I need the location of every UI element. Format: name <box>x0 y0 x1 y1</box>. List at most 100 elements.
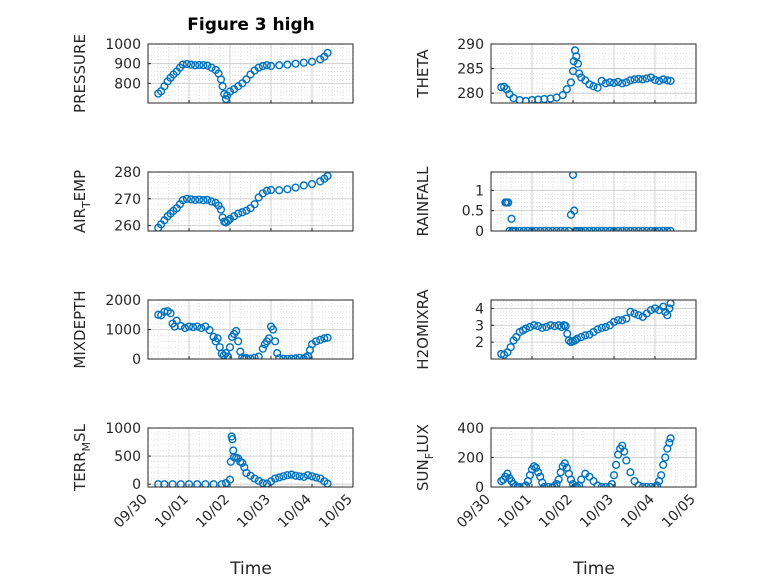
data-point <box>666 434 675 443</box>
data-point <box>572 334 582 343</box>
data-point <box>550 482 559 487</box>
series-markers <box>497 46 675 103</box>
data-point <box>605 226 614 231</box>
y-tick-label: 1000 <box>105 421 141 437</box>
data-point <box>172 316 181 325</box>
panel-terr-msl: 0 500 1000 TERRMSL 09/30 10/01 10/02 10/03 10/04… <box>71 421 356 531</box>
data-point <box>630 75 639 84</box>
data-point <box>515 226 524 231</box>
figure-title: Figure 3 high <box>187 15 315 35</box>
data-point <box>268 325 278 334</box>
data-point <box>507 214 516 223</box>
data-point <box>562 85 571 94</box>
data-point <box>205 325 214 335</box>
panel-air-temp: 260 270 280 AIRTEMP <box>71 165 354 235</box>
x-axis-label-right: Time <box>572 559 615 579</box>
data-point <box>589 327 598 337</box>
x-tick-label: 10/01 <box>495 492 535 532</box>
data-point <box>238 458 247 467</box>
data-point <box>207 63 216 72</box>
data-point <box>287 470 296 479</box>
data-point <box>228 435 237 444</box>
series-markers <box>154 307 332 359</box>
data-point <box>646 306 656 315</box>
data-point <box>279 472 288 481</box>
panel-rainfall: 0 0.5 1 RAINFALL <box>414 166 697 240</box>
data-point <box>556 226 565 231</box>
data-point <box>652 481 662 487</box>
y-axis-label: MIXDEPTH <box>71 290 89 368</box>
data-point <box>283 185 292 194</box>
y-tick-label: 290 <box>457 37 484 53</box>
data-point <box>646 226 655 231</box>
data-point <box>570 46 580 55</box>
data-point <box>203 61 212 70</box>
data-point <box>182 194 192 203</box>
data-point <box>663 76 672 85</box>
data-point <box>560 459 569 468</box>
data-point <box>666 76 675 85</box>
data-point <box>250 474 259 483</box>
data-point <box>221 94 230 103</box>
y-tick-label: 200 <box>457 451 484 467</box>
data-point <box>275 186 284 195</box>
data-point <box>271 474 280 483</box>
data-point <box>312 473 321 482</box>
data-point <box>195 60 204 70</box>
y-tick-label: 2 <box>475 335 484 351</box>
y-tick-label: 1 <box>475 183 484 199</box>
data-point <box>323 479 332 487</box>
data-point <box>258 478 267 487</box>
data-point <box>659 226 668 231</box>
y-tick-label: 900 <box>114 57 141 73</box>
y-tick-label: 260 <box>114 219 141 235</box>
data-point <box>601 322 610 332</box>
data-point <box>593 481 602 487</box>
data-point <box>548 226 557 231</box>
data-point <box>503 469 512 478</box>
data-point <box>613 316 623 325</box>
panel-pressure: 800 900 1000 PRESSURE <box>71 34 354 113</box>
data-point <box>646 482 655 487</box>
x-tick-label: 10/02 <box>193 492 233 532</box>
data-point <box>258 61 267 71</box>
y-tick-label: 0 <box>132 352 141 368</box>
data-point <box>573 482 582 487</box>
data-point <box>638 482 647 487</box>
data-point <box>180 323 190 333</box>
y-tick-label: 500 <box>114 449 141 465</box>
data-point <box>275 473 284 482</box>
data-point <box>254 63 263 72</box>
data-point <box>532 226 541 231</box>
y-tick-label: 2000 <box>105 293 141 309</box>
data-point <box>666 226 675 231</box>
data-point <box>521 324 530 333</box>
y-tick-label: 280 <box>114 165 141 181</box>
data-point <box>581 331 590 340</box>
data-point <box>570 206 579 215</box>
data-point <box>552 226 561 231</box>
x-tick-label: 10/03 <box>234 492 274 532</box>
data-point <box>299 181 308 190</box>
y-axis-label: THETA <box>414 49 432 99</box>
data-point <box>178 60 187 69</box>
data-point <box>650 482 660 487</box>
x-tick-label: 10/02 <box>536 492 576 532</box>
panel-h2omixra: 234 H2OMIXRA <box>414 289 697 370</box>
data-point <box>323 172 332 181</box>
data-point <box>659 75 668 84</box>
data-point <box>303 471 313 480</box>
data-point <box>160 480 169 487</box>
data-point <box>554 475 563 484</box>
data-point <box>225 343 235 352</box>
y-axis-label: PRESSURE <box>71 34 89 113</box>
data-point <box>497 477 506 486</box>
data-point <box>634 74 643 84</box>
data-point <box>295 472 304 481</box>
data-point <box>195 195 204 204</box>
data-point <box>527 226 537 231</box>
data-point <box>275 61 284 70</box>
data-point <box>666 300 675 308</box>
data-point <box>299 472 308 481</box>
data-point <box>186 195 196 204</box>
